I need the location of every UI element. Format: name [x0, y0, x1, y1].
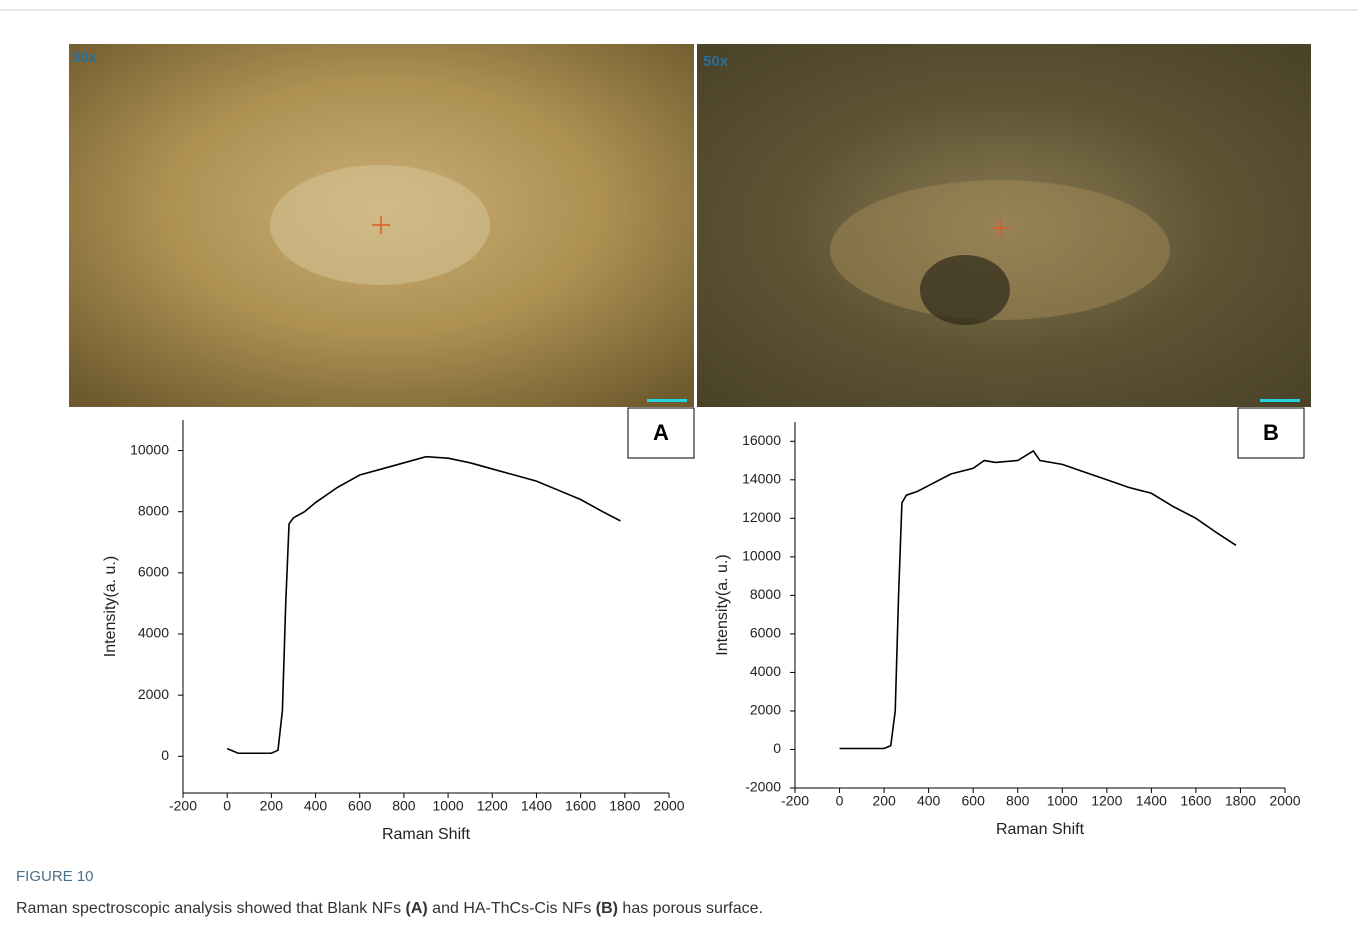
x-tick-label: 600 [348, 798, 372, 814]
y-tick-label: 8000 [138, 502, 169, 518]
page: 50x 50x A B FIGURE 10 Raman spectroscopi… [0, 0, 1358, 939]
y-axis-label: Intensity(a. u.) [102, 556, 119, 657]
x-tick-label: 1400 [521, 798, 552, 814]
y-tick-label: 0 [161, 747, 169, 763]
y-tick-label: 12000 [742, 509, 781, 525]
x-tick-label: 0 [836, 793, 844, 809]
series-line [840, 451, 1236, 749]
x-tick-label: 1200 [1091, 793, 1122, 809]
x-tick-label: 600 [962, 793, 986, 809]
x-tick-label: -200 [169, 798, 197, 814]
y-tick-label: 4000 [750, 663, 781, 679]
y-tick-label: 6000 [138, 564, 169, 580]
x-tick-label: 1200 [477, 798, 508, 814]
caption-text: and HA-ThCs-Cis NFs [428, 900, 596, 917]
x-tick-label: 2000 [653, 798, 684, 814]
y-tick-label: 8000 [750, 586, 781, 602]
y-tick-label: 10000 [742, 548, 781, 564]
y-tick-label: 10000 [130, 441, 169, 457]
y-tick-label: -2000 [745, 779, 781, 795]
caption: Raman spectroscopic analysis showed that… [16, 900, 763, 917]
x-tick-label: 1000 [433, 798, 464, 814]
panel-label: B [1263, 420, 1279, 445]
figure-label: FIGURE 10 [16, 868, 94, 885]
x-tick-label: 800 [1006, 793, 1030, 809]
caption-ref: (B) [596, 900, 618, 917]
scale-bar [1260, 399, 1300, 402]
x-tick-label: 1800 [1225, 793, 1256, 809]
caption-ref: (A) [406, 900, 428, 917]
x-tick-label: 1600 [1180, 793, 1211, 809]
magnification: 50x [703, 53, 729, 70]
x-tick-label: 400 [917, 793, 941, 809]
x-tick-label: 200 [872, 793, 896, 809]
panel-label: A [653, 420, 669, 445]
caption-text: Raman spectroscopic analysis showed that… [16, 900, 406, 917]
y-tick-label: 6000 [750, 625, 781, 641]
x-tick-label: -200 [781, 793, 809, 809]
figure: 50x 50x A B FIGURE 10 Raman spectroscopi… [0, 0, 1358, 939]
scale-bar [647, 399, 687, 402]
y-tick-label: 2000 [750, 702, 781, 718]
x-tick-label: 2000 [1269, 793, 1300, 809]
x-tick-label: 800 [392, 798, 416, 814]
x-axis-label: Raman Shift [996, 821, 1085, 838]
y-tick-label: 0 [773, 740, 781, 756]
x-tick-label: 1400 [1136, 793, 1167, 809]
y-axis-label: Intensity(a. u.) [714, 554, 731, 655]
x-tick-label: 1600 [565, 798, 596, 814]
y-tick-label: 2000 [138, 686, 169, 702]
x-tick-label: 0 [223, 798, 231, 814]
texture [920, 255, 1010, 325]
x-tick-label: 400 [304, 798, 328, 814]
y-tick-label: 4000 [138, 625, 169, 641]
series-line [227, 457, 620, 754]
x-tick-label: 1000 [1047, 793, 1078, 809]
caption-text: has porous surface. [618, 900, 763, 917]
y-tick-label: 14000 [742, 470, 781, 486]
magnification: 50x [72, 49, 98, 66]
y-tick-label: 16000 [742, 432, 781, 448]
x-tick-label: 200 [260, 798, 284, 814]
x-tick-label: 1800 [609, 798, 640, 814]
x-axis-label: Raman Shift [382, 826, 471, 843]
